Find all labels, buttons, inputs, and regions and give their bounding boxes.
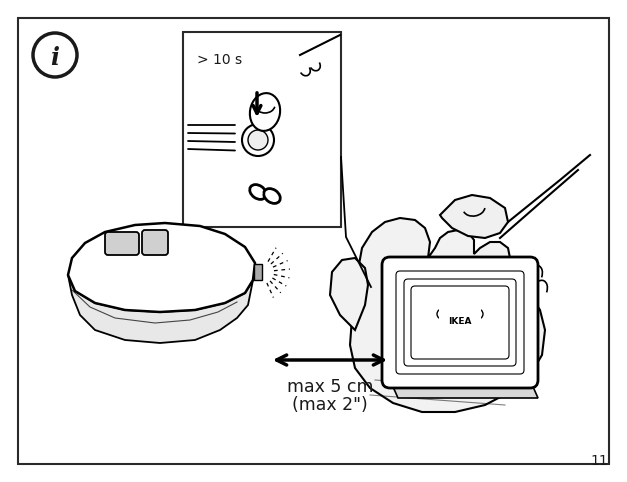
Text: 11: 11: [590, 454, 608, 468]
FancyBboxPatch shape: [142, 230, 168, 255]
Ellipse shape: [253, 188, 263, 196]
Polygon shape: [330, 258, 368, 330]
Polygon shape: [350, 218, 545, 412]
FancyBboxPatch shape: [382, 257, 538, 388]
Text: (max 2"): (max 2"): [292, 396, 368, 414]
Bar: [183, 32, 341, 227]
Circle shape: [242, 124, 274, 156]
Circle shape: [33, 33, 77, 77]
Ellipse shape: [268, 192, 277, 200]
Text: > 10 s: > 10 s: [197, 53, 242, 67]
Circle shape: [473, 309, 483, 319]
Ellipse shape: [264, 188, 280, 203]
FancyBboxPatch shape: [105, 232, 139, 255]
Bar: [254, 264, 262, 280]
Polygon shape: [390, 380, 538, 398]
Polygon shape: [440, 195, 508, 238]
Polygon shape: [68, 275, 253, 343]
Text: max 5 cm: max 5 cm: [287, 378, 373, 396]
Circle shape: [437, 309, 447, 319]
Circle shape: [248, 130, 268, 150]
Ellipse shape: [250, 185, 266, 200]
Polygon shape: [68, 223, 255, 312]
Ellipse shape: [250, 93, 280, 131]
Text: IKEA: IKEA: [448, 318, 472, 326]
Text: i: i: [51, 46, 60, 70]
